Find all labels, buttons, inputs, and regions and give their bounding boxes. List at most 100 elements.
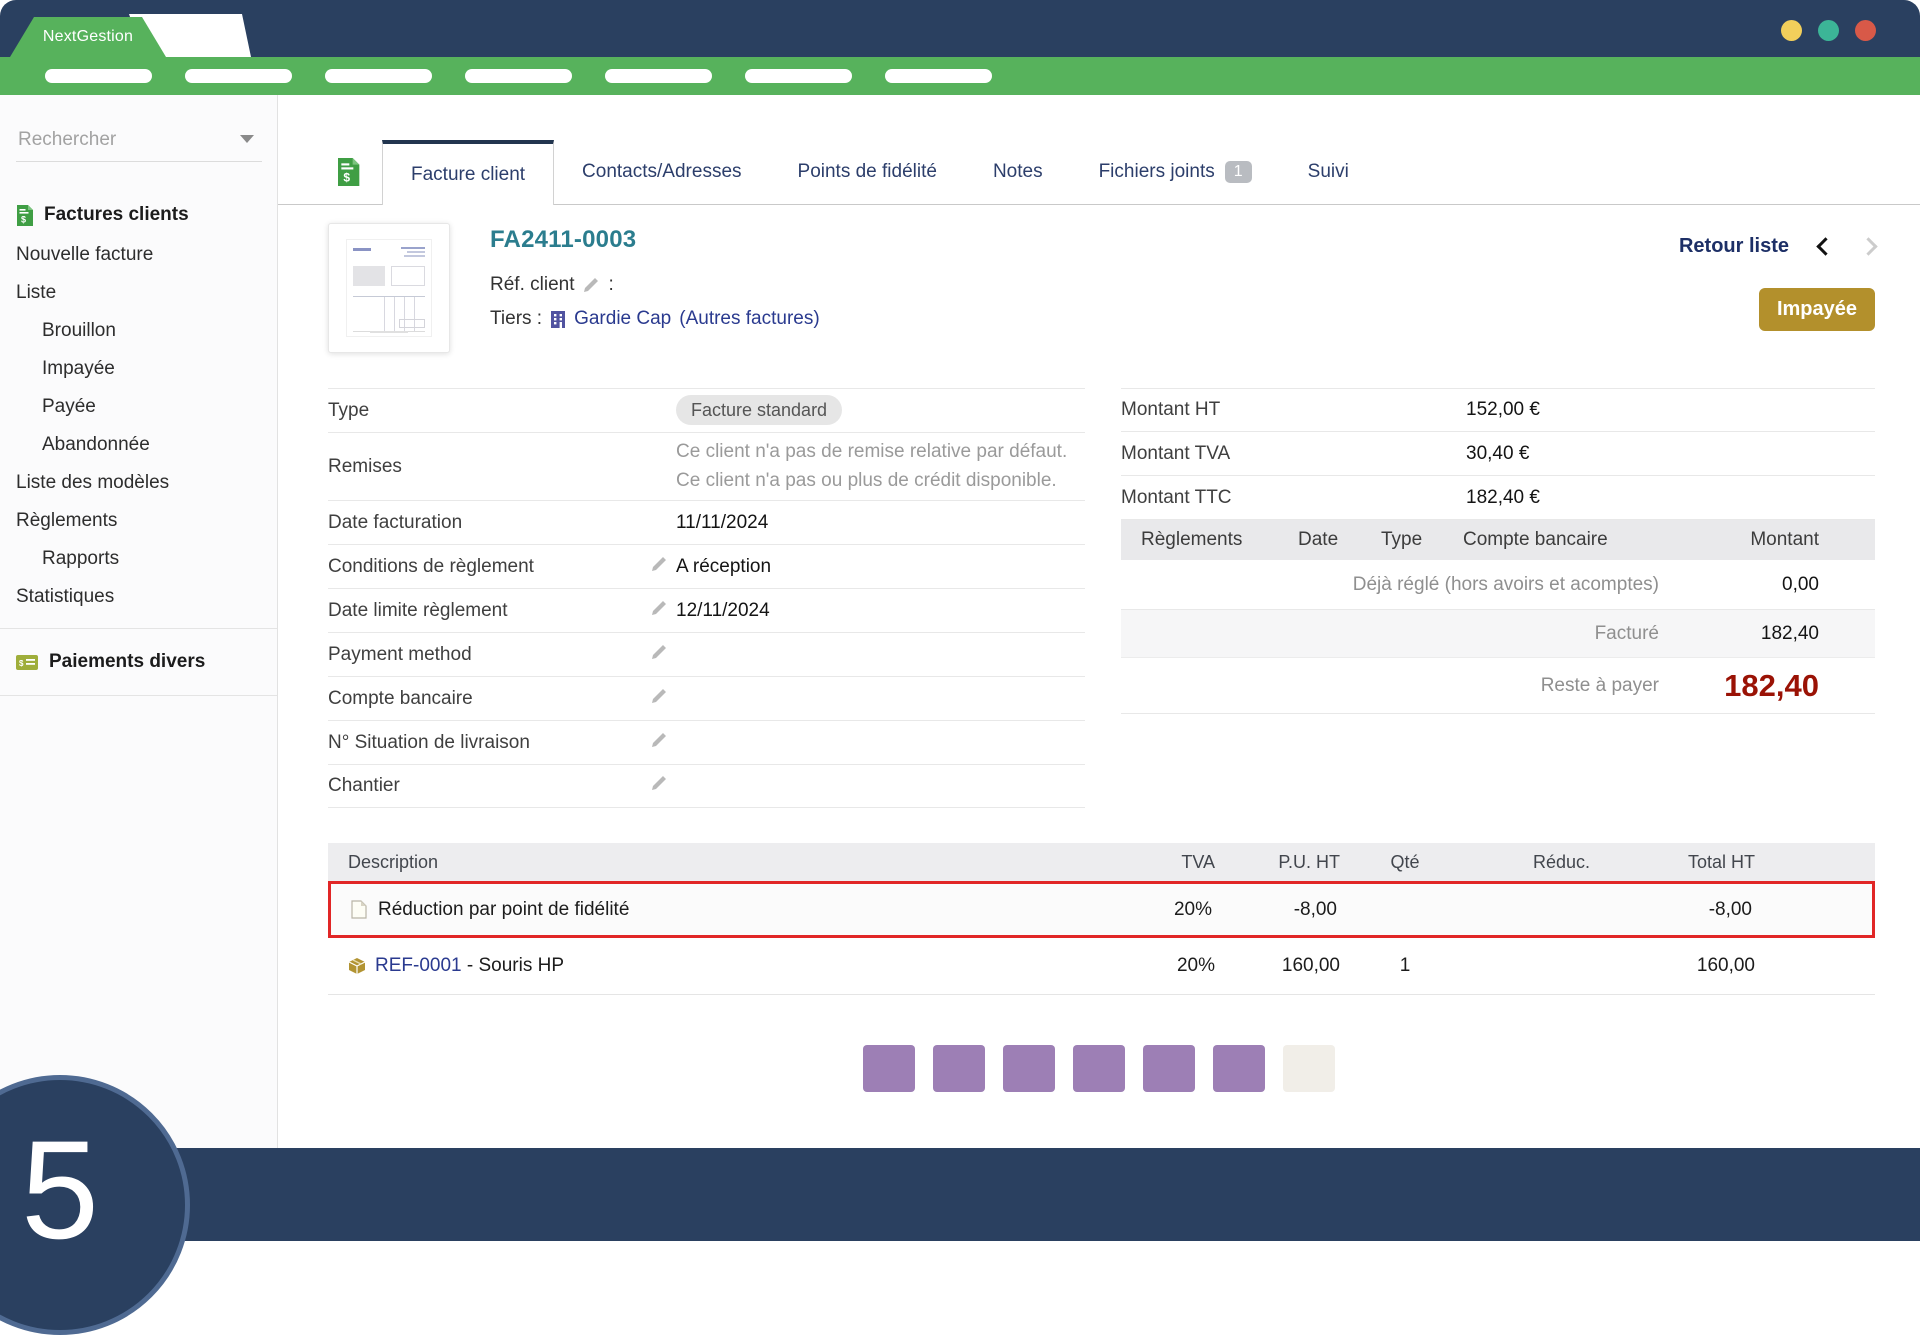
line-type-icon <box>351 900 369 919</box>
invoice-icon: $ <box>336 158 360 186</box>
nav-menu-pill[interactable] <box>325 69 432 83</box>
action-button[interactable] <box>1283 1045 1335 1092</box>
sidebar-item[interactable]: Statistiques <box>0 578 277 616</box>
sidebar-section-misc-payments[interactable]: $ Paiements divers <box>0 629 277 683</box>
sidebar-item-label: Règlements <box>16 510 117 531</box>
step-number: 5 <box>21 1120 99 1290</box>
other-invoices-link[interactable]: (Autres factures) <box>679 308 819 330</box>
edit-pencil-icon[interactable] <box>650 687 676 711</box>
sidebar-item[interactable]: Payée <box>0 388 277 426</box>
tab[interactable]: Notes <box>965 140 1071 204</box>
line-total: -8,00 <box>1587 899 1752 921</box>
col-compte-bancaire: Compte bancaire <box>1463 529 1679 551</box>
sidebar-item[interactable]: Rapports <box>0 540 277 578</box>
invoice-lines-table: Description TVA P.U. HT Qté Réduc. Total… <box>328 843 1875 995</box>
tab[interactable]: Points de fidélité <box>770 140 965 204</box>
amount-label: Montant HT <box>1121 399 1466 421</box>
field-value: A réception <box>676 556 771 578</box>
nav-menu-pill[interactable] <box>885 69 992 83</box>
sidebar-item-label: Rapports <box>42 548 119 569</box>
detail-row: Compte bancaire <box>328 676 1085 720</box>
tab[interactable]: Facture client <box>382 140 554 205</box>
tab[interactable]: Fichiers joints 1 <box>1071 140 1280 204</box>
nav-menu-pill[interactable] <box>605 69 712 83</box>
status-badge: Impayée <box>1759 288 1875 331</box>
col-montant: Montant <box>1679 529 1819 551</box>
sidebar-item[interactable]: Impayée <box>0 350 277 388</box>
field-value: Ce client n'a pas de remise relative par… <box>676 438 1067 495</box>
field-value: 12/11/2024 <box>676 600 770 622</box>
edit-pencil-icon[interactable] <box>650 555 676 579</box>
tiers-name-link[interactable]: Gardie Cap <box>574 308 671 330</box>
detail-row: Chantier <box>328 764 1085 808</box>
sidebar-item-label: Liste <box>16 282 56 303</box>
chevron-down-icon[interactable] <box>240 135 254 143</box>
amount-value: 30,40 € <box>1466 443 1529 465</box>
sidebar-section-invoices[interactable]: $ Factures clients <box>0 182 277 236</box>
edit-pencil-icon[interactable] <box>650 774 676 798</box>
tab[interactable]: Suivi <box>1280 140 1377 204</box>
sidebar-item[interactable]: Liste <box>0 274 277 312</box>
already-paid-label: Déjà réglé (hors avoirs et acomptes) <box>1353 574 1659 596</box>
sidebar-item-label: Statistiques <box>16 586 114 607</box>
tab-label: Fichiers joints <box>1099 161 1215 183</box>
maximize-dot-icon[interactable] <box>1818 20 1839 41</box>
sidebar-item[interactable]: Nouvelle facture <box>0 236 277 274</box>
chevron-left-icon[interactable] <box>1816 237 1834 255</box>
amount-row: Montant HT 152,00 € <box>1121 388 1875 432</box>
already-paid-value: 0,00 <box>1659 574 1819 596</box>
line-unit-price: 160,00 <box>1215 955 1340 977</box>
chevron-right-icon[interactable] <box>1859 237 1877 255</box>
tabs: Facture client Contacts/Adresses Points … <box>382 140 1377 204</box>
thumbnail-page <box>346 239 432 337</box>
sidebar-item-label: Nouvelle facture <box>16 244 153 265</box>
action-button[interactable] <box>1073 1045 1125 1092</box>
col-reduc: Réduc. <box>1470 852 1590 873</box>
invoice-preview-thumbnail[interactable] <box>328 223 450 353</box>
invoice-header: FA2411-0003 Réf. client : Tiers : <box>328 223 1875 353</box>
minimize-dot-icon[interactable] <box>1781 20 1802 41</box>
product-ref-link[interactable]: REF-0001 <box>375 955 462 976</box>
type-badge: Facture standard <box>676 395 842 425</box>
search-input[interactable] <box>16 123 262 162</box>
nav-menu-pill[interactable] <box>745 69 852 83</box>
sidebar-item[interactable]: Abandonnée <box>0 426 277 464</box>
nav-menu-pill[interactable] <box>465 69 572 83</box>
invoice-details-table: Type Facture standard Remises Ce client … <box>328 388 1085 808</box>
back-to-list-link[interactable]: Retour liste <box>1679 235 1789 258</box>
invoice-line-row[interactable]: REF-0001 - Souris HP 20% 160,00 1 160,00 <box>328 938 1875 995</box>
nav-menu-pill[interactable] <box>45 69 152 83</box>
remaining-value: 182,40 <box>1659 668 1819 704</box>
field-label: Date facturation <box>328 512 650 534</box>
action-button[interactable] <box>933 1045 985 1092</box>
edit-pencil-icon[interactable] <box>650 599 676 623</box>
sidebar-search <box>16 123 262 162</box>
edit-pencil-icon[interactable] <box>650 731 676 755</box>
invoice-number: FA2411-0003 <box>490 226 820 254</box>
nav-menu-pill[interactable] <box>185 69 292 83</box>
remaining-label: Reste à payer <box>1541 675 1659 697</box>
tab[interactable]: Contacts/Adresses <box>554 140 769 204</box>
action-button[interactable] <box>1143 1045 1195 1092</box>
sidebar-section-title: Paiements divers <box>49 651 205 673</box>
action-button[interactable] <box>1003 1045 1055 1092</box>
sidebar-item[interactable]: Liste des modèles <box>0 464 277 502</box>
invoice-line-row[interactable]: Réduction par point de fidélité 20% -8,0… <box>328 881 1875 938</box>
top-menu-bar <box>0 57 1920 95</box>
sidebar-item[interactable]: Règlements <box>0 502 277 540</box>
sidebar-section-title: Factures clients <box>44 204 189 226</box>
edit-pencil-icon[interactable] <box>650 643 676 667</box>
detail-row: N° Situation de livraison <box>328 720 1085 764</box>
close-dot-icon[interactable] <box>1855 20 1876 41</box>
ref-client-label: Réf. client <box>490 274 574 296</box>
action-button[interactable] <box>1213 1045 1265 1092</box>
tab-label: Points de fidélité <box>798 161 937 183</box>
field-label: Payment method <box>328 644 650 666</box>
action-button[interactable] <box>863 1045 915 1092</box>
col-description: Description <box>328 852 1050 873</box>
sidebar-item[interactable]: Brouillon <box>0 312 277 350</box>
billed-value: 182,40 <box>1659 623 1819 645</box>
billed-label: Facturé <box>1595 623 1659 645</box>
edit-pencil-icon[interactable] <box>582 276 600 294</box>
sidebar-item-label: Impayée <box>42 358 115 379</box>
